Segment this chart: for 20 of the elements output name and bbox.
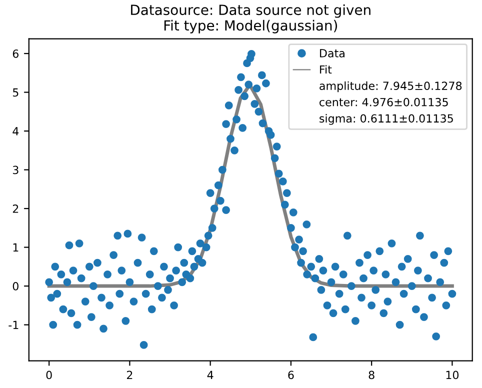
annotation: amplitude: 7.945±0.1278 — [320, 81, 462, 92]
y-tick-label: 2 — [12, 204, 18, 213]
x-tick-label: 10 — [446, 370, 459, 380]
y-tick-label: 5 — [12, 88, 18, 97]
legend-label: Fit — [320, 65, 332, 74]
y-tick-label: 1 — [13, 243, 18, 252]
y-tick-label: -1 — [8, 320, 18, 330]
y-tick-label: 0 — [12, 282, 18, 290]
y-tick-label: 6 — [12, 50, 18, 58]
y-tick-label: 4 — [12, 127, 19, 136]
y-tick-label: 3 — [12, 166, 18, 174]
x-tick-label: 4 — [207, 370, 214, 380]
legend-label: Data — [320, 49, 344, 58]
x-tick-label: 8 — [368, 370, 374, 380]
x-tick-label: 6 — [288, 370, 294, 380]
chart-title: Datasource: Data source not given Fit type: Model(gaussian) — [131, 4, 370, 34]
annotation: center: 4.976±0.01135 — [320, 98, 448, 106]
x-tick-label: 2 — [126, 370, 132, 380]
x-tick-label: 0 — [46, 370, 52, 380]
annotation: sigma: 0.6111±0.01135 — [320, 114, 453, 125]
